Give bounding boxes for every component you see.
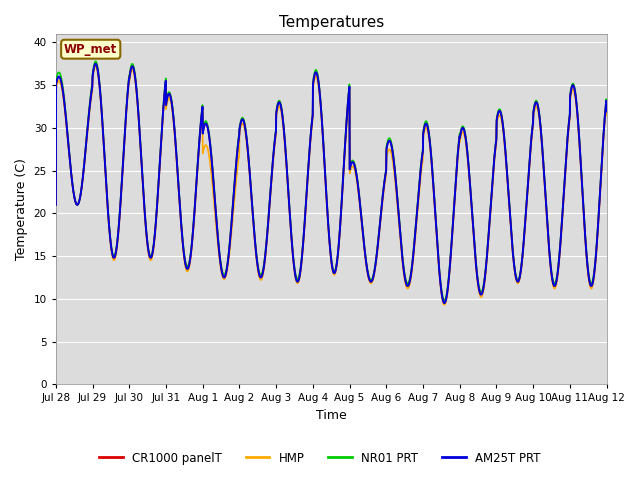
AM25T PRT [570, 83, 577, 89]
HMP [348, 165, 355, 171]
X-axis label: Time: Time [316, 409, 347, 422]
HMP [360, 236, 367, 242]
CR1000 panelT [492, 143, 499, 148]
NR01 PRT [348, 159, 355, 165]
Text: WP_met: WP_met [64, 43, 117, 56]
HMP [206, 156, 214, 162]
HMP [440, 302, 448, 308]
NR01 PRT [206, 135, 214, 141]
AM25T PRT [492, 143, 499, 148]
HMP [554, 267, 562, 273]
Line: NR01 PRT: NR01 PRT [56, 61, 607, 300]
AM25T PRT [360, 233, 367, 239]
CR1000 panelT [52, 202, 60, 208]
AM25T PRT [554, 264, 562, 270]
AM25T PRT [52, 202, 60, 208]
AM25T PRT [440, 300, 448, 306]
HMP [603, 113, 611, 119]
AM25T PRT [206, 137, 214, 143]
CR1000 panelT [603, 108, 611, 114]
NR01 PRT [570, 82, 577, 87]
NR01 PRT [492, 141, 499, 146]
HMP [52, 202, 60, 208]
CR1000 panelT [570, 83, 577, 89]
CR1000 panelT [92, 61, 99, 67]
Y-axis label: Temperature (C): Temperature (C) [15, 158, 28, 260]
CR1000 panelT [206, 137, 214, 143]
Title: Temperatures: Temperatures [278, 15, 384, 30]
HMP [570, 87, 577, 93]
AM25T PRT [92, 61, 99, 67]
Line: AM25T PRT: AM25T PRT [56, 64, 607, 303]
NR01 PRT [440, 298, 448, 303]
NR01 PRT [52, 202, 60, 208]
NR01 PRT [554, 262, 562, 267]
Legend: CR1000 panelT, HMP, NR01 PRT, AM25T PRT: CR1000 panelT, HMP, NR01 PRT, AM25T PRT [95, 447, 545, 469]
CR1000 panelT [348, 161, 355, 167]
HMP [492, 147, 499, 153]
NR01 PRT [92, 59, 99, 64]
CR1000 panelT [440, 300, 448, 306]
AM25T PRT [603, 108, 611, 114]
CR1000 panelT [360, 233, 367, 239]
AM25T PRT [348, 161, 355, 167]
Line: CR1000 panelT: CR1000 panelT [56, 64, 607, 303]
CR1000 panelT [554, 264, 562, 270]
NR01 PRT [603, 107, 611, 112]
Line: HMP: HMP [56, 66, 607, 305]
NR01 PRT [360, 232, 367, 238]
HMP [92, 63, 99, 69]
